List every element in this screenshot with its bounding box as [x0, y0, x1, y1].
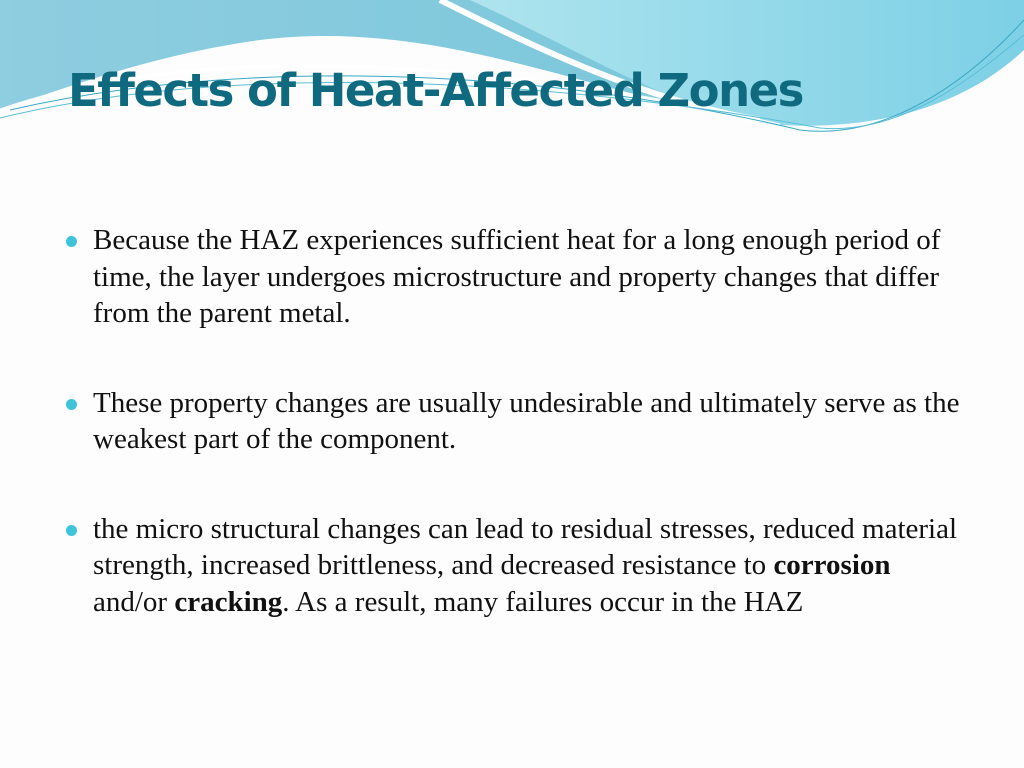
- bullet-list: Because the HAZ experiences sufficient h…: [64, 222, 964, 673]
- bullet-text: These property changes are usually undes…: [93, 386, 960, 456]
- header-wave-decoration: [0, 0, 1024, 132]
- bullet-dot-icon: [66, 236, 77, 247]
- bullet-dot-icon: [66, 524, 77, 536]
- bold-term-corrosion: corrosion: [773, 549, 891, 581]
- bullet-text: Because the HAZ experiences sufficient h…: [93, 224, 941, 329]
- bullet-item: the micro structural changes can lead to…: [64, 511, 964, 621]
- bullet-text: the micro structural changes can lead to…: [93, 512, 958, 582]
- bullet-item: Because the HAZ experiences sufficient h…: [64, 222, 964, 332]
- bullet-text: and/or: [93, 585, 175, 618]
- bullet-dot-icon: [66, 398, 77, 410]
- bullet-text: . As a result, many failures occur in th…: [282, 585, 804, 618]
- slide-title: Effects of Heat-Affected Zones: [68, 64, 804, 117]
- bullet-item: These property changes are usually undes…: [64, 385, 964, 458]
- bold-term-cracking: cracking: [174, 585, 283, 618]
